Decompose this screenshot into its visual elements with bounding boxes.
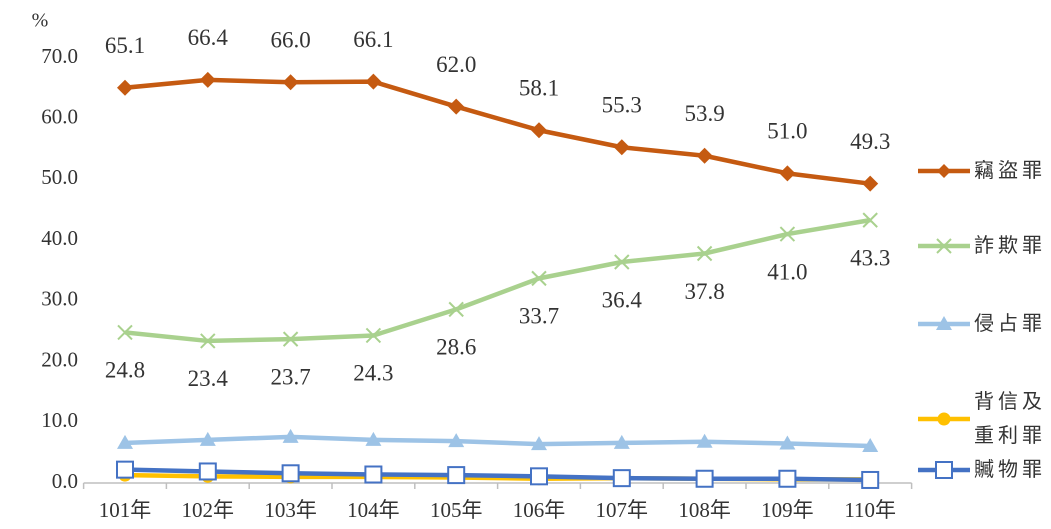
legend-marker [936,238,952,254]
marker [365,431,382,446]
legend-label: 侵占罪 [974,313,1046,335]
legend-marker [937,412,951,426]
data-label: 51.0 [767,119,807,144]
marker [365,327,382,344]
marker [696,433,713,448]
marker [779,165,796,182]
marker [117,79,133,96]
y-tick-label: 40.0 [41,226,78,250]
marker [614,254,630,270]
legend-label: 詐欺罪 [974,235,1046,257]
x-tick-label: 110年 [844,498,896,522]
x-tick-label: 103年 [264,498,317,522]
legend-marker [937,164,951,178]
series-line [124,217,871,344]
marker [364,465,383,484]
marker [448,98,465,115]
marker [531,122,547,139]
marker [862,437,879,452]
marker [448,301,464,318]
x-tick-label: 101年 [99,498,152,522]
marker [365,73,382,90]
marker [198,462,217,481]
y-axis-label: % [32,10,49,32]
y-tick-label: 20.0 [41,347,78,371]
data-label: 58.1 [519,76,559,101]
data-label: 28.6 [436,335,476,360]
data-label: 37.8 [684,279,724,304]
data-label: 66.1 [353,27,393,52]
legend-label: 贓物罪 [974,459,1046,481]
marker [531,436,547,451]
y-tick-label: 50.0 [41,165,78,189]
y-tick-label: 30.0 [41,287,78,311]
series-line [124,467,871,483]
marker [695,469,714,488]
marker [282,74,299,91]
legend-marker [935,461,953,479]
data-label: 24.3 [353,361,393,386]
marker [199,431,216,446]
y-tick-label: 0.0 [52,469,78,493]
series-line [124,77,871,186]
legend-marker [936,316,952,330]
data-label: 23.4 [188,366,229,391]
x-tick-label: 106年 [513,498,566,522]
marker [779,226,796,242]
x-tick-label: 104年 [347,498,400,522]
data-label: 49.3 [850,129,890,154]
data-label: 36.4 [602,287,643,312]
legend-label: 竊盜罪 [974,160,1046,182]
x-tick-label: 109年 [761,498,814,522]
x-tick-label: 102年 [182,498,235,522]
data-label: 41.0 [767,259,807,284]
data-label: 33.7 [519,304,559,329]
y-tick-label: 70.0 [41,44,78,68]
marker [778,469,797,488]
marker [447,466,466,485]
data-label: 53.9 [684,101,724,126]
marker [861,470,880,489]
marker [282,331,299,347]
marker [117,324,133,341]
marker [696,147,713,164]
data-label: 62.0 [436,52,476,77]
marker [282,428,299,443]
marker [862,212,878,228]
marker [862,175,879,192]
x-tick-label: 108年 [678,498,731,522]
marker [530,467,548,486]
data-label: 43.3 [850,245,890,270]
x-tick-label: 107年 [596,498,649,522]
marker [281,464,300,483]
marker [531,270,547,287]
data-label: 66.4 [188,25,229,50]
data-label: 66.0 [270,28,310,53]
marker [200,333,216,349]
marker [199,71,216,88]
legend-label: 背信及重利罪 [974,391,1046,447]
data-label: 23.7 [270,364,310,389]
marker [696,245,713,262]
data-label: 65.1 [105,33,145,58]
marker [117,434,133,449]
marker [448,433,465,448]
x-tick-label: 105年 [430,498,483,522]
marker [779,435,796,450]
y-tick-label: 10.0 [41,408,78,432]
series-line [124,434,871,449]
y-tick-label: 60.0 [41,105,78,129]
marker [613,139,630,156]
data-label: 55.3 [602,93,642,118]
data-label: 24.8 [105,358,145,383]
marker [613,434,630,449]
marker [612,469,631,488]
marker [116,460,134,479]
